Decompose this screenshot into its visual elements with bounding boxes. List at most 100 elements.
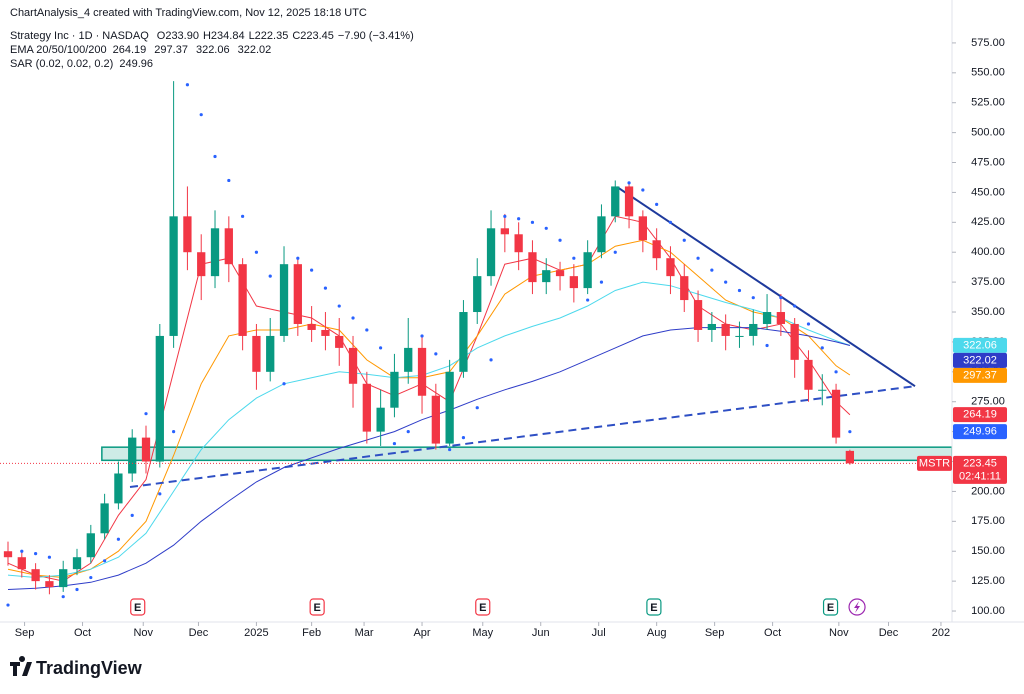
x-tick-label: Oct xyxy=(74,627,91,639)
sar-dot xyxy=(282,382,286,386)
candle-body xyxy=(224,228,233,265)
candle-body xyxy=(417,347,427,396)
candle-body xyxy=(86,533,95,558)
event-icon xyxy=(854,601,861,613)
candle-body xyxy=(445,371,454,444)
candle-body xyxy=(569,276,578,289)
sar-dot xyxy=(351,316,355,320)
sar-dot xyxy=(737,288,742,293)
legend-text: C223.45 xyxy=(292,30,334,42)
candle-body xyxy=(3,551,13,558)
price-badge xyxy=(953,337,1007,353)
x-tick-label: 202 xyxy=(932,627,950,639)
sar-dot xyxy=(34,552,38,556)
candle-body xyxy=(652,240,661,259)
sar-dot xyxy=(103,559,107,563)
candle-body xyxy=(831,389,841,438)
candle-body xyxy=(583,252,592,289)
legend-text: Strategy Inc · 1D · NASDAQ xyxy=(10,30,149,42)
sar-dot xyxy=(655,202,659,206)
header: ChartAnalysis_4 created with TradingView… xyxy=(10,7,414,70)
sar-dot xyxy=(227,178,231,183)
sar-dot xyxy=(779,296,783,300)
y-tick-label: 125.00 xyxy=(971,575,1005,587)
logo-mark xyxy=(10,655,32,676)
legend-text: SAR (0.02, 0.02, 0.2) xyxy=(10,58,113,70)
sar-dot xyxy=(6,603,10,607)
candle-body xyxy=(611,186,620,217)
sar-dot xyxy=(185,83,190,87)
candle-body xyxy=(804,359,813,390)
sar-dot xyxy=(116,537,121,541)
sar-dot xyxy=(848,430,852,434)
price-badge-label: 322.02 xyxy=(963,354,997,366)
candle-body xyxy=(721,323,730,336)
logo-text: TradingView xyxy=(36,658,143,678)
sar-dot xyxy=(296,256,300,260)
sar-dot xyxy=(489,358,493,362)
event-marker xyxy=(475,598,491,616)
legend-text: 297.37 xyxy=(154,44,188,56)
sar-dot xyxy=(241,214,245,218)
sar-dot xyxy=(834,370,838,374)
sar-dot xyxy=(89,575,93,580)
candle-body xyxy=(307,323,316,330)
sar-dot xyxy=(544,226,548,230)
event-label: E xyxy=(827,602,834,614)
candle-body xyxy=(500,228,509,235)
candle-body xyxy=(183,216,192,253)
x-tick-label: Feb xyxy=(302,627,321,639)
price-badges: 264.19 297.37 322.06 322.02 249.96 223.4502:4… xyxy=(917,337,1007,484)
candle-body xyxy=(266,335,275,372)
candle-body xyxy=(431,395,440,444)
candle-body xyxy=(141,437,151,462)
sar-dot xyxy=(806,322,811,326)
sar-dot xyxy=(710,268,714,272)
sar-dot xyxy=(599,280,604,284)
candle-body xyxy=(638,216,647,241)
x-tick-label: May xyxy=(472,627,493,639)
x-tick-label: Dec xyxy=(189,627,209,639)
sar-dot xyxy=(627,181,631,185)
candle-body xyxy=(735,335,744,337)
y-tick-label: 175.00 xyxy=(971,515,1005,527)
price-badge xyxy=(953,352,1007,368)
y-tick-label: 525.00 xyxy=(971,97,1005,109)
candle-body xyxy=(790,323,799,360)
sar-dot xyxy=(820,346,824,350)
candle-body xyxy=(514,234,523,253)
sar-dot xyxy=(130,513,134,517)
x-tick-label: Jul xyxy=(592,627,606,639)
x-tick-label: Mar xyxy=(355,627,374,639)
logo-group: TradingView xyxy=(10,655,143,678)
sar-dot xyxy=(530,220,535,224)
sar-dot xyxy=(793,304,797,308)
candle-body xyxy=(100,503,109,534)
event-label: E xyxy=(650,602,657,614)
candle-body xyxy=(72,557,82,570)
event-marker xyxy=(646,598,662,616)
candle-body xyxy=(155,335,164,462)
y-tick-label: 275.00 xyxy=(971,396,1005,408)
sar-dot xyxy=(75,587,79,592)
y-tick-label: 100.00 xyxy=(971,605,1005,617)
legend-text: 322.02 xyxy=(238,44,272,56)
sar-dot xyxy=(213,154,217,159)
candle-body xyxy=(693,300,703,330)
candle-body xyxy=(404,347,413,372)
x-tick-label: Nov xyxy=(133,627,153,639)
legend-text: ChartAnalysis_4 created with TradingView… xyxy=(10,7,367,19)
price-badge-label: 249.96 xyxy=(963,426,997,438)
price-badge xyxy=(953,455,1007,484)
sar-dot xyxy=(268,274,272,278)
trendline xyxy=(616,186,916,388)
candle-body xyxy=(376,407,385,432)
symbol-tag-label: MSTR xyxy=(919,457,950,469)
candle-body xyxy=(528,252,537,283)
candle-body xyxy=(680,276,689,301)
price-badge xyxy=(953,407,1007,423)
plot-area xyxy=(0,81,952,607)
event-label: E xyxy=(479,602,486,614)
